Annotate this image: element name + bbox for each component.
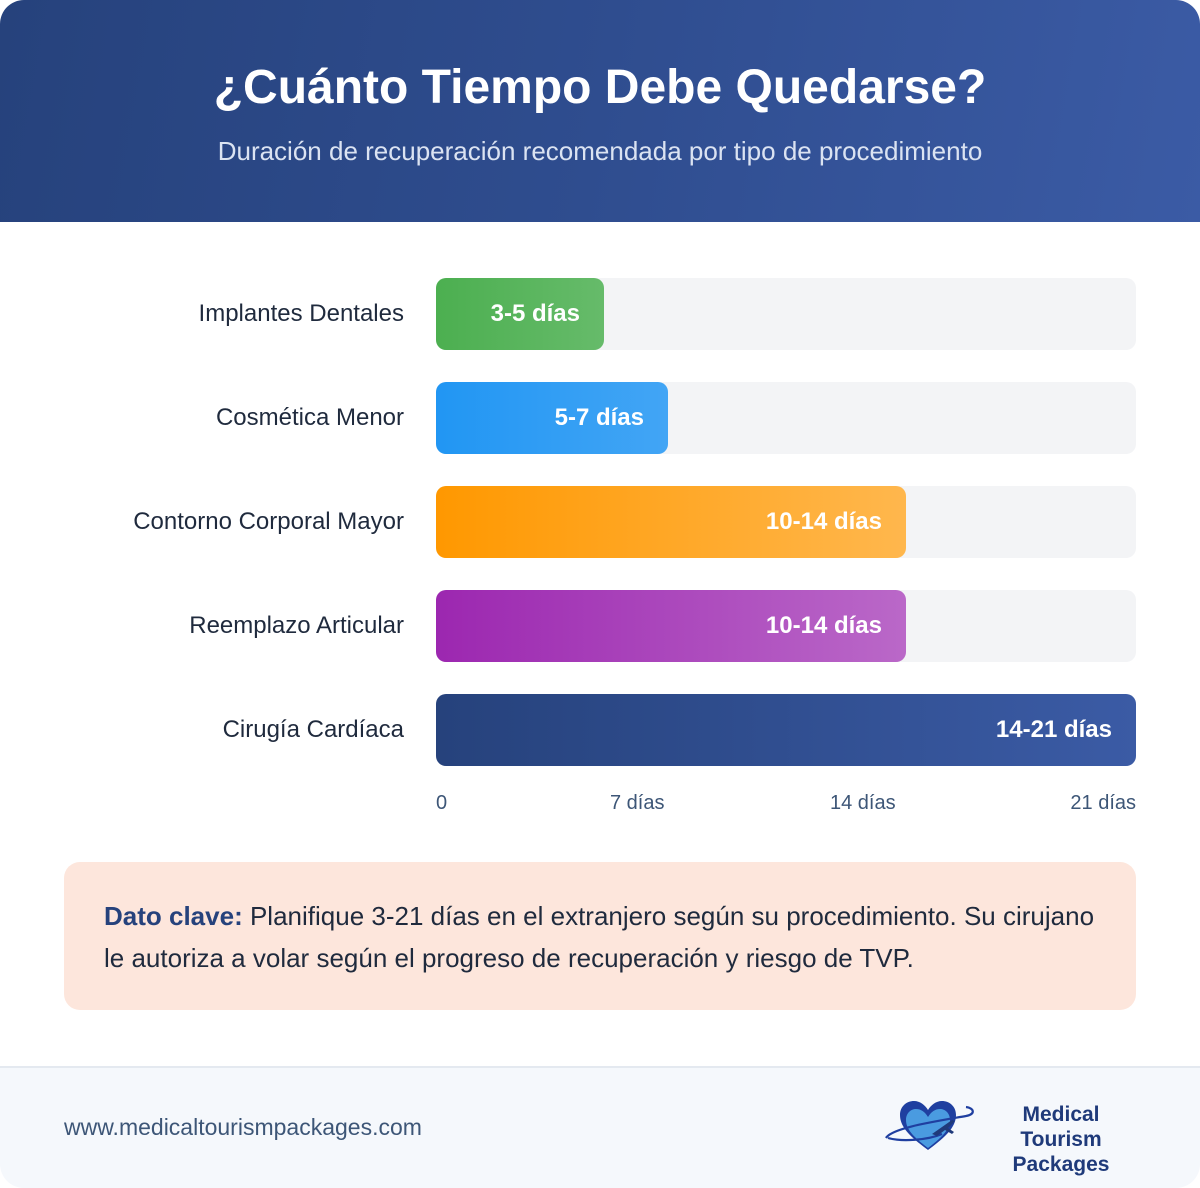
header: ¿Cuánto Tiempo Debe Quedarse? Duración d… bbox=[0, 0, 1200, 222]
bar-major-body-contouring: 10-14 días bbox=[436, 486, 906, 558]
bar-track: 10-14 días bbox=[436, 486, 1136, 558]
chart-row-major-body-contouring: Contorno Corporal Mayor 10-14 días bbox=[0, 486, 1200, 558]
logo-text: Medical Tourism Packages bbox=[984, 1102, 1138, 1177]
x-axis: 0 7 días 14 días 21 días bbox=[436, 790, 1136, 816]
website-url[interactable]: www.medicaltourismpackages.com bbox=[64, 1114, 422, 1140]
row-label: Contorno Corporal Mayor bbox=[133, 508, 404, 535]
bar-value: 10-14 días bbox=[765, 508, 882, 535]
bar-track: 3-5 días bbox=[436, 278, 1136, 350]
logo-line-2: Packages bbox=[1012, 1153, 1110, 1176]
x-tick: 14 días bbox=[830, 792, 896, 814]
chart-row-cardiac-surgery: Cirugía Cardíaca 14-21 días bbox=[0, 694, 1200, 766]
bar-value: 5-7 días bbox=[554, 404, 644, 431]
row-label: Reemplazo Articular bbox=[189, 612, 404, 639]
chart-row-minor-cosmetic: Cosmética Menor 5-7 días bbox=[0, 382, 1200, 454]
bar-joint-replacement: 10-14 días bbox=[436, 590, 906, 662]
key-fact-label: Dato clave: bbox=[104, 901, 243, 931]
bar-track: 5-7 días bbox=[436, 382, 1136, 454]
bar-track: 14-21 días bbox=[436, 694, 1136, 766]
x-tick: 7 días bbox=[610, 792, 665, 814]
bar-value: 3-5 días bbox=[490, 300, 580, 327]
row-label: Implantes Dentales bbox=[198, 300, 404, 327]
x-tick: 21 días bbox=[1070, 792, 1136, 814]
bar-minor-cosmetic: 5-7 días bbox=[436, 382, 668, 454]
page-title: ¿Cuánto Tiempo Debe Quedarse? bbox=[213, 61, 987, 114]
key-fact-text: Dato clave: Planifique 3-21 días en el e… bbox=[104, 895, 1096, 979]
chart-row-dental-implants: Implantes Dentales 3-5 días bbox=[0, 278, 1200, 350]
bar-dental-implants: 3-5 días bbox=[436, 278, 604, 350]
key-fact-callout: Dato clave: Planifique 3-21 días en el e… bbox=[64, 862, 1136, 1010]
row-label: Cirugía Cardíaca bbox=[222, 716, 404, 743]
footer: www.medicaltourismpackages.com Medical T… bbox=[0, 1066, 1200, 1188]
x-tick: 0 bbox=[436, 792, 448, 814]
row-label: Cosmética Menor bbox=[215, 404, 404, 431]
chart-row-joint-replacement: Reemplazo Articular 10-14 días bbox=[0, 590, 1200, 662]
brand-logo: Medical Tourism Packages bbox=[882, 1098, 1142, 1176]
key-fact-body: Planifique 3-21 días en el extranjero se… bbox=[104, 901, 1095, 973]
bar-track: 10-14 días bbox=[436, 590, 1136, 662]
heart-airplane-icon bbox=[885, 1101, 974, 1150]
bar-value: 14-21 días bbox=[995, 716, 1112, 743]
bar-value: 10-14 días bbox=[765, 612, 882, 639]
page-subtitle: Duración de recuperación recomendada por… bbox=[217, 136, 983, 166]
bar-cardiac-surgery: 14-21 días bbox=[436, 694, 1136, 766]
logo-line-1: Medical Tourism bbox=[1020, 1103, 1102, 1151]
